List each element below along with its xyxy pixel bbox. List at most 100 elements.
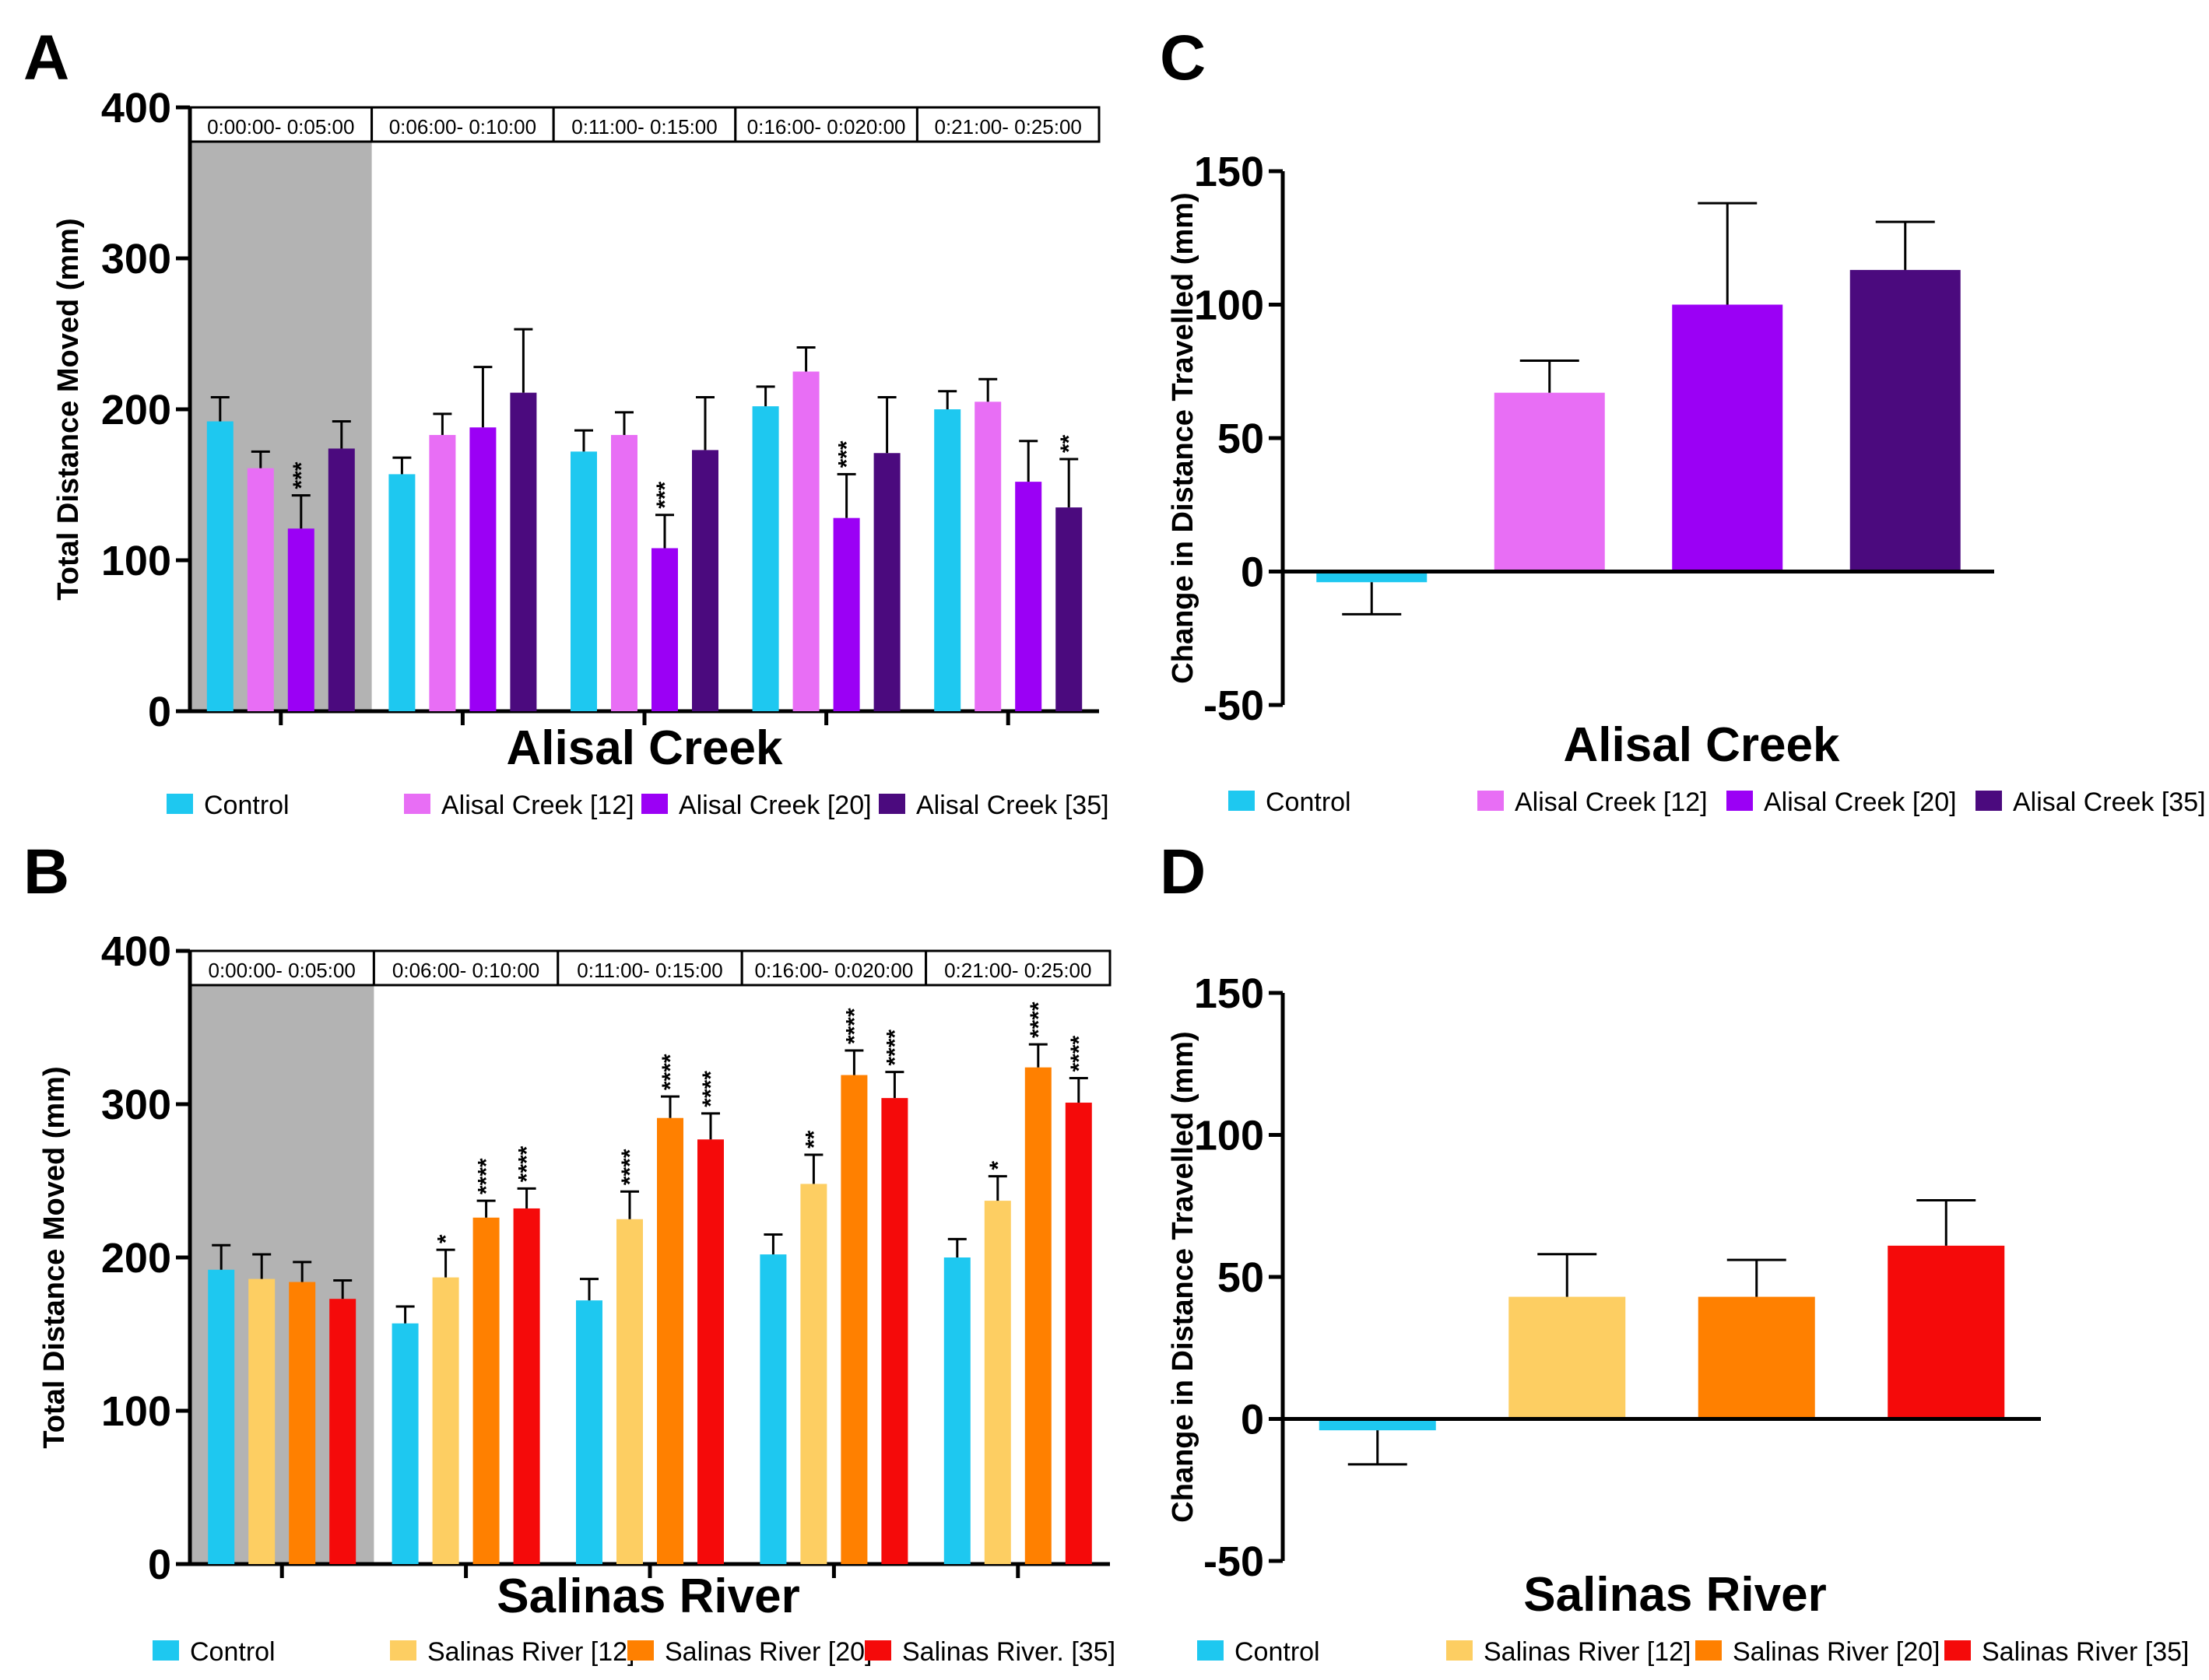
y-tick-label: 400: [101, 928, 171, 975]
significance-stars: ****: [1026, 1001, 1052, 1038]
significance-stars: **: [801, 1130, 827, 1149]
bar: [1698, 1297, 1815, 1419]
y-tick-label: 400: [101, 85, 171, 132]
bar: [429, 435, 455, 711]
y-tick-label: 150: [1194, 970, 1264, 1017]
bar: [1066, 1103, 1092, 1564]
bar: [433, 1278, 459, 1564]
legend-label: Control: [190, 1637, 276, 1667]
bar: [1508, 1297, 1625, 1419]
bar: [207, 422, 234, 711]
y-tick-label: 0: [148, 689, 171, 735]
legend-swatch: [1975, 791, 2002, 811]
legend-swatch: [1695, 1640, 1722, 1661]
bar: [248, 1279, 275, 1564]
y-tick-label: 100: [101, 538, 171, 584]
panel-letter-c: C: [1160, 23, 1206, 93]
legend-swatch: [167, 794, 193, 814]
y-axis-title: Change in Distance Travelled (mm): [1167, 1031, 1199, 1522]
bar: [473, 1218, 500, 1564]
x-axis-title: Salinas River: [1523, 1568, 1826, 1622]
bar: [289, 1282, 315, 1564]
legend-swatch: [627, 1640, 654, 1661]
y-tick-label: 200: [101, 387, 171, 433]
bar: [611, 435, 637, 711]
bar: [1672, 305, 1782, 572]
bar: [881, 1098, 908, 1564]
bar: [1494, 393, 1605, 572]
figure: A B C D 0:00:00- 0:05:00 0:06:00- 0:10:00…: [0, 0, 2209, 1680]
time-window-label: 0:21:00- 0:25:00: [935, 115, 1082, 139]
bar: [834, 518, 860, 711]
bar: [697, 1139, 724, 1564]
bar: [514, 1208, 540, 1564]
bar: [208, 1270, 234, 1564]
bar: [753, 406, 779, 711]
chart-b: 0:00:00- 0:05:00 0:06:00- 0:10:00 0:11:00-…: [38, 928, 1115, 1667]
y-tick-label: 100: [1194, 282, 1264, 329]
significance-stars: ****: [698, 1071, 724, 1107]
legend-label: Salinas River [20]: [665, 1637, 872, 1667]
legend-label: Alisal Creek [12]: [441, 791, 634, 820]
x-axis-title: Alisal Creek: [507, 721, 784, 775]
y-tick-label: -50: [1203, 1538, 1264, 1585]
chart-a: 0:00:00- 0:05:00 0:06:00- 0:10:00 0:11:00-…: [52, 85, 1109, 820]
y-tick-label: 50: [1217, 416, 1264, 462]
y-tick-label: 150: [1194, 149, 1264, 195]
significance-stars: ****: [617, 1149, 643, 1185]
bar: [934, 409, 961, 711]
legend-label: Alisal Creek [20]: [679, 791, 872, 820]
bar: [1015, 482, 1041, 711]
legend-label: Alisal Creek [35]: [916, 791, 1109, 820]
bar: [760, 1254, 786, 1564]
legend-swatch: [390, 1640, 416, 1661]
y-axis-title: Change in Distance Travelled (mm): [1167, 192, 1199, 683]
bar: [975, 402, 1001, 711]
significance-stars: ****: [658, 1054, 683, 1090]
bar: [800, 1184, 827, 1564]
legend-label: Salinas River [12]: [1484, 1637, 1691, 1667]
y-axis-title: Total Distance Moved (mm): [38, 1066, 71, 1448]
panel-letter-d: D: [1160, 836, 1206, 907]
significance-stars: *: [434, 1234, 459, 1243]
time-window-label: 0:06:00- 0:10:00: [392, 959, 539, 982]
time-window-label: 0:21:00- 0:25:00: [944, 959, 1091, 982]
legend-label: Salinas River [12]: [427, 1637, 634, 1667]
legend-swatch: [153, 1640, 179, 1661]
time-window-label: 0:00:00- 0:05:00: [209, 959, 356, 982]
bar: [874, 453, 901, 711]
x-axis-title: Alisal Creek: [1564, 718, 1841, 772]
bar: [1055, 507, 1082, 711]
y-tick-label: 0: [1241, 549, 1264, 596]
significance-stars: **: [1056, 434, 1082, 453]
bar: [841, 1075, 867, 1564]
significance-stars: ***: [289, 461, 314, 489]
legend-swatch: [1726, 791, 1753, 811]
bar: [944, 1257, 971, 1564]
bar: [469, 427, 496, 711]
time-window-label: 0:16:00- 0:020:00: [747, 115, 906, 139]
bar: [288, 528, 314, 711]
bar: [1025, 1068, 1052, 1564]
legend-label: Alisal Creek [35]: [2013, 787, 2206, 817]
significance-stars: ****: [474, 1158, 500, 1194]
legend-swatch: [879, 794, 905, 814]
bar: [328, 448, 355, 711]
chart-d: -50050100150Change in Distance Travelled…: [1167, 970, 2189, 1667]
bar: [692, 450, 718, 711]
time-window-label: 0:16:00- 0:020:00: [754, 959, 913, 982]
y-tick-label: 100: [101, 1388, 171, 1435]
bar: [329, 1299, 356, 1564]
y-tick-label: 200: [101, 1235, 171, 1282]
x-axis-title: Salinas River: [497, 1570, 799, 1623]
time-window-label: 0:11:00- 0:15:00: [571, 115, 717, 139]
legend-label: Control: [204, 791, 290, 820]
bar: [248, 468, 274, 711]
bar: [793, 372, 820, 712]
legend-swatch: [1446, 1640, 1473, 1661]
bar: [1850, 270, 1961, 572]
legend-swatch: [1477, 791, 1504, 811]
y-tick-label: 300: [101, 236, 171, 282]
bar: [576, 1300, 602, 1564]
bar: [657, 1118, 683, 1564]
